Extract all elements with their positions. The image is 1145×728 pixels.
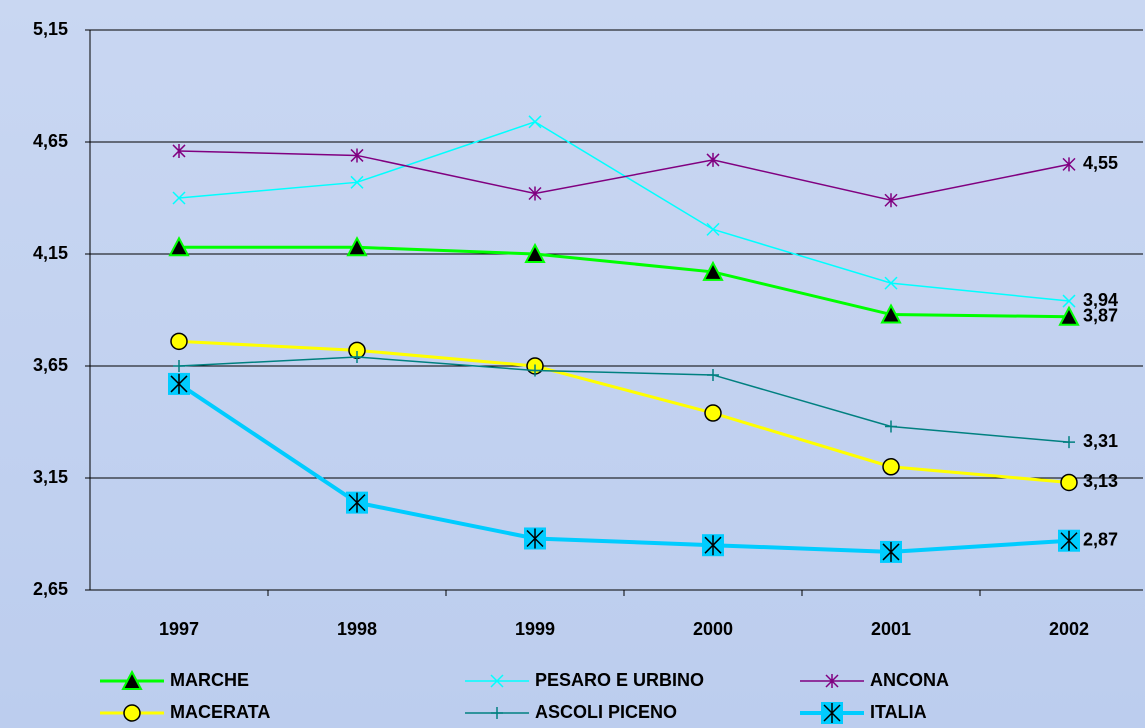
- marker-shape: [491, 707, 503, 719]
- y-tick-label: 4,65: [33, 131, 68, 151]
- marker-shape: [171, 333, 187, 349]
- marker-shape: [1063, 436, 1075, 448]
- marker: [173, 360, 185, 372]
- data-label: 3,94: [1083, 290, 1118, 310]
- data-label: 3,31: [1083, 431, 1118, 451]
- marker: [171, 333, 187, 349]
- series-line: [179, 357, 1069, 442]
- marker-shape: [1061, 474, 1077, 490]
- legend-label: MACERATA: [170, 702, 270, 722]
- page: 2,65 3,15 3,65 4,15 4,65 5,15 1997 1998 1999 2000…: [0, 0, 1145, 728]
- legend-label: ASCOLI PICENO: [535, 702, 677, 722]
- y-tick-label: 3,15: [33, 467, 68, 487]
- series-line: [179, 122, 1069, 301]
- marker-shape: [1063, 157, 1075, 171]
- series-line: [179, 384, 1069, 552]
- marker-shape: [707, 223, 719, 235]
- marker-shape: [124, 705, 140, 721]
- data-label: 4,55: [1083, 153, 1118, 173]
- legend-label: ANCONA: [870, 670, 949, 690]
- marker: [883, 459, 899, 475]
- y-tick-label: 4,15: [33, 243, 68, 263]
- marker: [1063, 157, 1075, 171]
- marker: [707, 223, 719, 235]
- y-tick-label: 3,65: [33, 355, 68, 375]
- y-tick-label: 5,15: [33, 19, 68, 39]
- marker-shape: [707, 369, 719, 381]
- marker: [707, 369, 719, 381]
- marker-shape: [885, 420, 897, 432]
- data-label: 3,13: [1083, 471, 1118, 491]
- x-tick-label: 2000: [693, 619, 733, 639]
- x-tick-label: 1997: [159, 619, 199, 639]
- marker: [1058, 530, 1080, 552]
- series-line: [179, 247, 1069, 316]
- x-tick-label: 2001: [871, 619, 911, 639]
- marker-shape: [707, 153, 719, 167]
- marker: [707, 153, 719, 167]
- marker: [168, 373, 190, 395]
- marker: [885, 193, 897, 207]
- marker-shape: [885, 193, 897, 207]
- marker: [702, 534, 724, 556]
- marker: [524, 527, 546, 549]
- marker: [529, 187, 541, 201]
- data-label: 2,87: [1083, 529, 1118, 549]
- marker: [124, 705, 140, 721]
- legend-label: MARCHE: [170, 670, 249, 690]
- marker-shape: [529, 116, 541, 128]
- marker: [885, 420, 897, 432]
- marker-shape: [705, 405, 721, 421]
- y-tick-label: 2,65: [33, 579, 68, 599]
- marker: [1063, 436, 1075, 448]
- legend-label: ITALIA: [870, 702, 927, 722]
- marker: [346, 492, 368, 514]
- marker: [821, 702, 843, 724]
- marker-shape: [883, 459, 899, 475]
- x-tick-label: 2002: [1049, 619, 1089, 639]
- x-tick-label: 1998: [337, 619, 377, 639]
- marker: [529, 116, 541, 128]
- marker: [1061, 474, 1077, 490]
- marker: [705, 405, 721, 421]
- series-line: [179, 341, 1069, 482]
- marker: [491, 707, 503, 719]
- marker-shape: [173, 360, 185, 372]
- marker-shape: [529, 187, 541, 201]
- legend-label: PESARO E URBINO: [535, 670, 704, 690]
- chart: 2,65 3,15 3,65 4,15 4,65 5,15 1997 1998 1999 2000…: [0, 0, 1145, 728]
- marker: [880, 541, 902, 563]
- x-tick-label: 1999: [515, 619, 555, 639]
